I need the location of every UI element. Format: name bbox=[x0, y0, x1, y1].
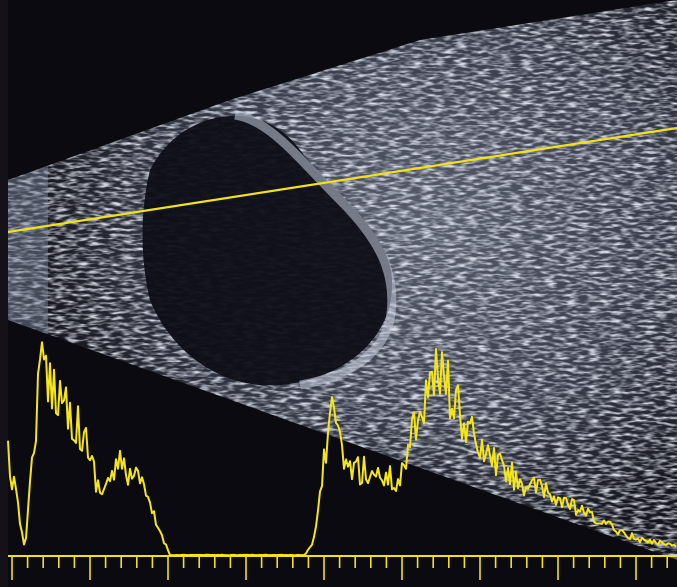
scan-line bbox=[7, 126, 677, 234]
retinal-wall bbox=[234, 110, 397, 390]
left-border bbox=[0, 0, 8, 587]
a-scan-trace bbox=[7, 341, 677, 557]
near-field bbox=[8, 150, 48, 350]
